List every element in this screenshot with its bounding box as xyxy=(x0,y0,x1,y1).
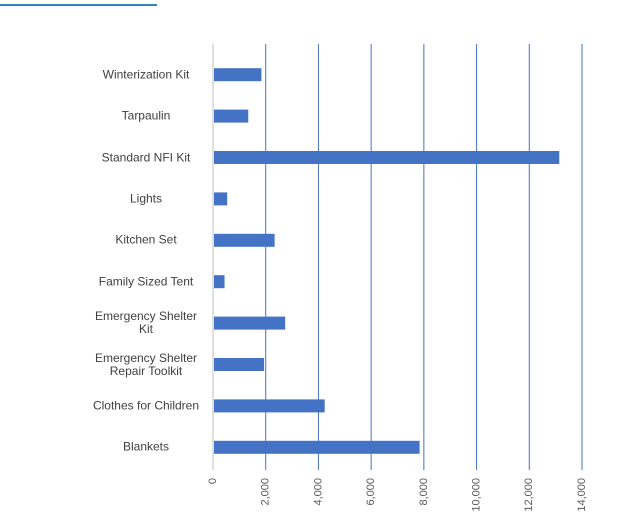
y-tick-label: Family Sized Tent xyxy=(98,274,194,289)
bar xyxy=(214,151,560,164)
x-tick-label: 10,000 xyxy=(470,478,482,512)
y-tick-label: Tarpaulin xyxy=(121,108,171,123)
bar xyxy=(214,109,249,123)
x-tick-label: 4,000 xyxy=(312,478,324,506)
x-tick-label: 0 xyxy=(207,478,219,484)
x-tick-label: 8,000 xyxy=(418,478,430,506)
bar xyxy=(214,440,420,454)
y-tick-label: Winterization Kit xyxy=(102,67,190,82)
y-tick-label: Blankets xyxy=(122,439,170,454)
x-tick-label: 14,000 xyxy=(576,478,588,512)
y-tick-label: Kitchen Set xyxy=(115,232,177,247)
bar xyxy=(214,399,325,413)
x-tick-label: 6,000 xyxy=(365,478,377,506)
y-tick-label: Standard NFI Kit xyxy=(101,150,191,164)
x-tick-label: 2,000 xyxy=(260,478,272,506)
bar xyxy=(214,358,265,371)
bar xyxy=(214,68,262,82)
x-tick-label: 12,000 xyxy=(523,478,535,512)
y-tick-label: Emergency Shelter Repair Toolkit xyxy=(94,350,198,378)
y-tick-label: Lights xyxy=(129,191,163,206)
bar xyxy=(214,233,275,247)
y-tick-label: Clothes for Children xyxy=(92,398,200,413)
bar xyxy=(214,316,286,330)
bar xyxy=(214,275,225,289)
y-tick-label: Emergency Shelter Kit xyxy=(94,309,198,337)
bar xyxy=(214,192,228,206)
